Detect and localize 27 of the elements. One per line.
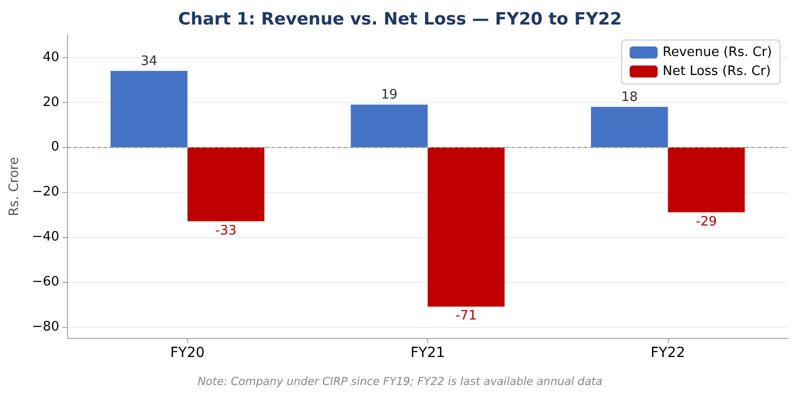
bar (428, 147, 505, 307)
y-axis-title: Rs. Crore (7, 156, 22, 216)
data-label: -71 (455, 308, 477, 324)
y-tick-label: 40 (42, 50, 60, 65)
x-tick-label: FY20 (170, 345, 205, 361)
y-tick-label: 0 (51, 140, 60, 155)
data-label: 18 (621, 90, 638, 105)
bar (110, 70, 188, 148)
bar (187, 147, 264, 222)
bar (668, 147, 745, 212)
data-label: -33 (215, 223, 236, 238)
data-label: -29 (696, 214, 717, 230)
y-tick-label: −20 (32, 184, 60, 200)
bar (350, 104, 428, 148)
y-tick-label: −80 (32, 319, 60, 334)
y-tick-label: −60 (32, 274, 60, 290)
legend-label: Revenue (Rs. Cr) (662, 45, 772, 60)
data-label: 19 (380, 88, 398, 103)
bar (591, 106, 668, 148)
data-label: 34 (140, 54, 158, 69)
text: Note: Company under CIRP since FY19; FY22 is last available annual data (198, 375, 603, 388)
x-tick-label: FY22 (650, 345, 686, 361)
x-tick-label: FY21 (410, 345, 445, 361)
y-tick-label: −40 (32, 230, 60, 244)
legend-label: Net Loss (Rs. Cr) (662, 64, 771, 79)
chart-title: Chart 1: Revenue vs. Net Loss — FY20 to FY22 (178, 10, 622, 30)
y-tick-label: 20 (42, 94, 60, 110)
